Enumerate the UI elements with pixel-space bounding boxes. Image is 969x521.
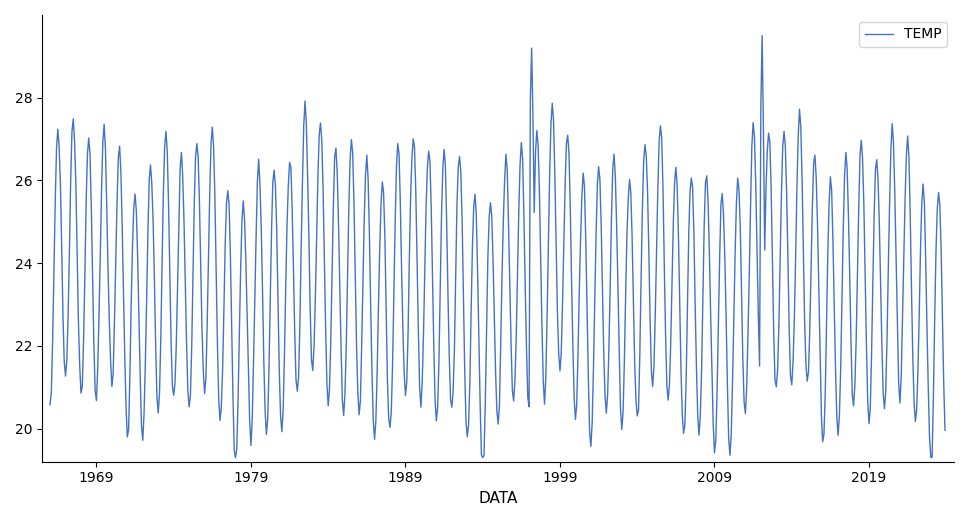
TEMP <box>700 180 711 186</box>
TEMP <box>757 32 768 39</box>
TEMP <box>640 142 651 148</box>
TEMP <box>939 427 951 433</box>
Legend: TEMP: TEMP <box>860 22 947 47</box>
TEMP <box>267 179 279 185</box>
TEMP <box>230 454 241 461</box>
TEMP <box>45 402 56 408</box>
TEMP <box>868 212 880 218</box>
Line: TEMP: TEMP <box>50 35 945 457</box>
X-axis label: DATA: DATA <box>479 491 517 506</box>
TEMP <box>876 343 888 349</box>
TEMP <box>358 276 369 282</box>
